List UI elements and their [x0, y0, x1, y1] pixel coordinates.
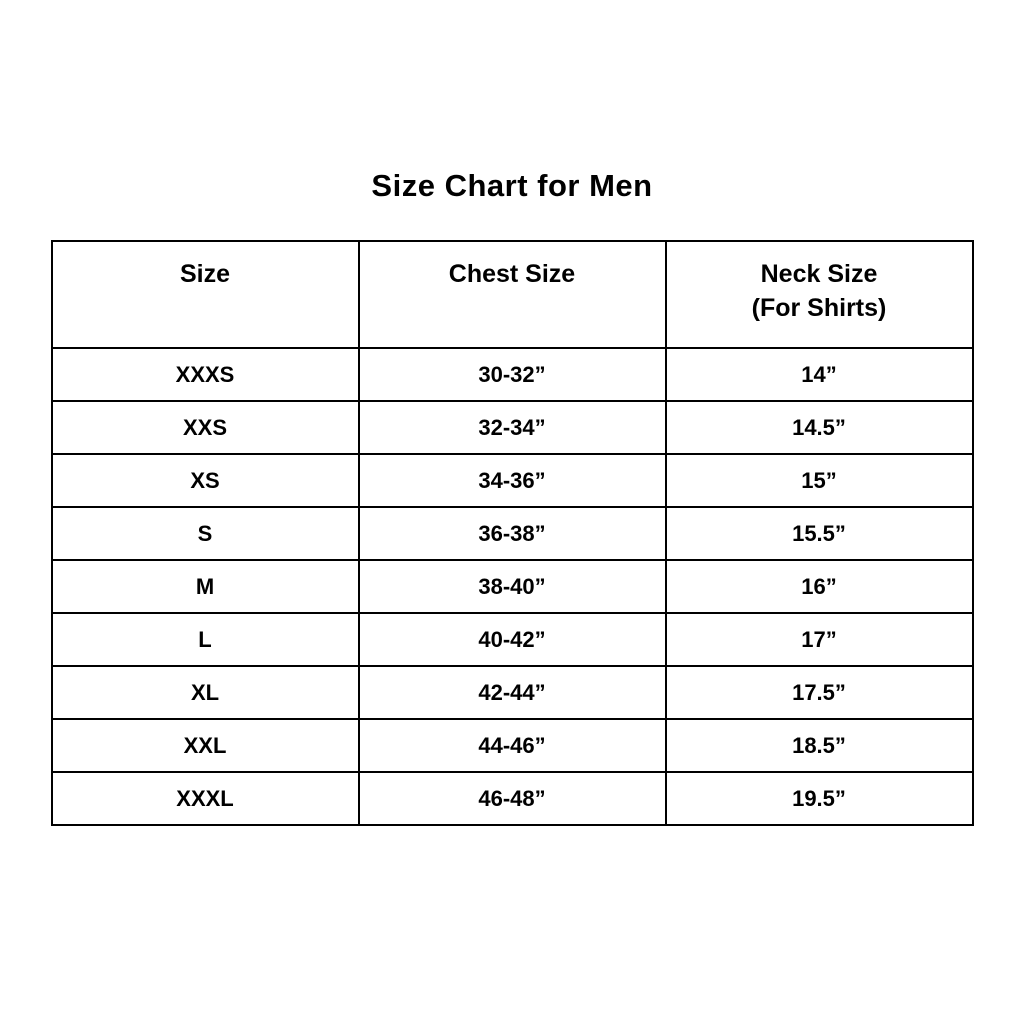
table-header: Size Chest Size Neck Size (For Shirts) — [50, 240, 974, 349]
table-cell: 15” — [664, 453, 974, 508]
column-header-label: Size — [179, 260, 231, 288]
table-row: XL 42-44” 17.5” — [50, 665, 974, 720]
column-header-label: Chest Size — [448, 260, 576, 288]
table-cell: 14.5” — [664, 400, 974, 455]
table-cell: XL — [50, 665, 360, 720]
table-row: L 40-42” 17” — [50, 612, 974, 667]
column-header-subline: (For Shirts) — [751, 293, 887, 322]
table-cell: XXS — [50, 400, 360, 455]
table-cell: XXL — [50, 718, 360, 773]
table-cell: 17” — [664, 612, 974, 667]
table-cell: 32-34” — [357, 400, 667, 455]
table-cell: 17.5” — [664, 665, 974, 720]
table-header-row: Size Chest Size Neck Size (For Shirts) — [50, 240, 974, 349]
table-cell: XS — [50, 453, 360, 508]
table-cell: 40-42” — [357, 612, 667, 667]
table-body: XXXS 30-32” 14” XXS 32-34” 14.5” XS 34-36” 15” S 3… — [50, 347, 974, 826]
table-cell: 34-36” — [357, 453, 667, 508]
column-header-chest-size: Chest Size — [357, 240, 667, 349]
column-header-neck-size: Neck Size (For Shirts) — [664, 240, 974, 349]
table-cell: M — [50, 559, 360, 614]
table-cell: 18.5” — [664, 718, 974, 773]
table-cell: 15.5” — [664, 506, 974, 561]
table-cell: 19.5” — [664, 771, 974, 826]
table-cell: 38-40” — [357, 559, 667, 614]
size-chart-table: Size Chest Size Neck Size (For Shirts) X… — [50, 240, 974, 826]
table-cell: L — [50, 612, 360, 667]
table-cell: S — [50, 506, 360, 561]
table-cell: 14” — [664, 347, 974, 402]
table-row: XXXL 46-48” 19.5” — [50, 771, 974, 826]
page-title: Size Chart for Men — [371, 168, 653, 203]
table-cell: 30-32” — [357, 347, 667, 402]
column-header-label: Neck Size — [760, 260, 878, 288]
table-cell: XXXL — [50, 771, 360, 826]
table-cell: 44-46” — [357, 718, 667, 773]
table-row: XS 34-36” 15” — [50, 453, 974, 508]
table-cell: 16” — [664, 559, 974, 614]
table-cell: 42-44” — [357, 665, 667, 720]
table-row: XXS 32-34” 14.5” — [50, 400, 974, 455]
table-row: XXXS 30-32” 14” — [50, 347, 974, 402]
table-row: M 38-40” 16” — [50, 559, 974, 614]
table-row: S 36-38” 15.5” — [50, 506, 974, 561]
table-row: XXL 44-46” 18.5” — [50, 718, 974, 773]
column-header-size: Size — [50, 240, 360, 349]
table-cell: 36-38” — [357, 506, 667, 561]
table-cell: 46-48” — [357, 771, 667, 826]
table-cell: XXXS — [50, 347, 360, 402]
